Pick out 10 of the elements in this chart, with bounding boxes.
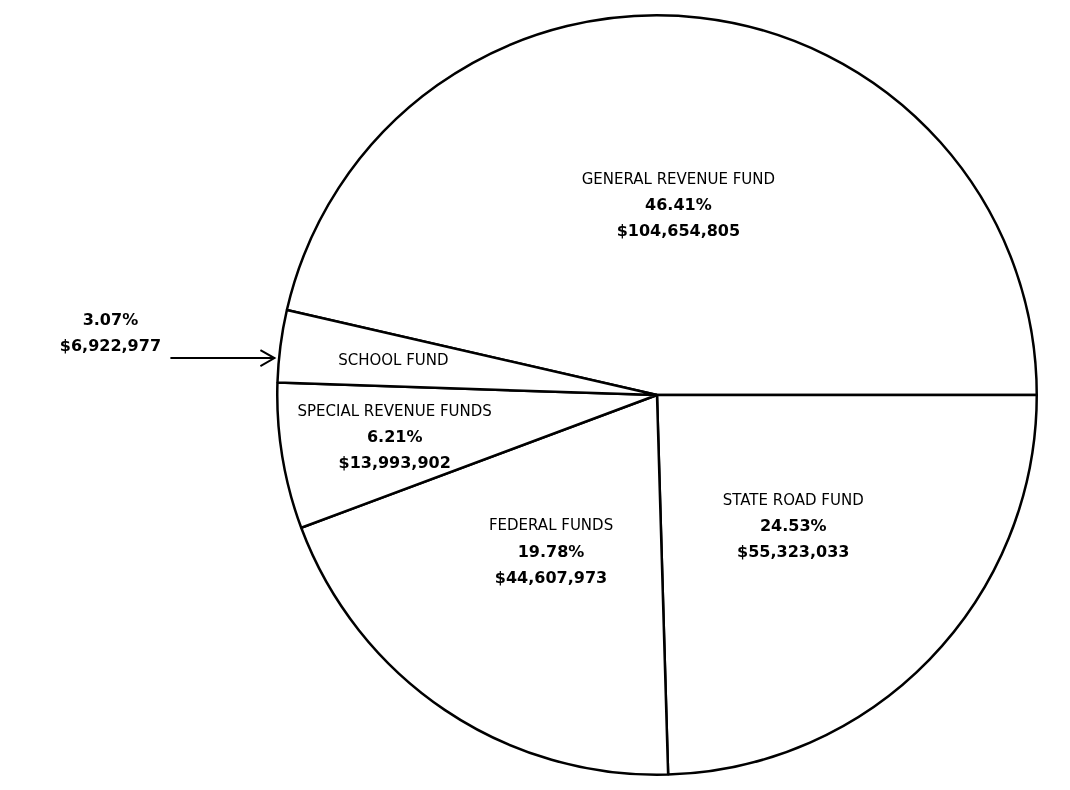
data-label: 46.41% $104,654,805 <box>616 195 741 241</box>
slice-label: SCHOOL FUND <box>338 350 449 369</box>
slice-label: GENERAL REVENUE FUND <box>581 170 776 189</box>
data-label: 19.78% $44,607,973 <box>494 541 608 587</box>
slice-label: STATE ROAD FUND <box>722 491 864 510</box>
slice-label: FEDERAL FUNDS <box>488 516 614 535</box>
slice-label: SPECIAL REVENUE FUNDS <box>297 401 492 420</box>
data-label: 6.21% $13,993,902 <box>338 427 451 473</box>
data-label: 3.07% $6,922,977 <box>59 310 162 356</box>
data-label: 24.53% $55,323,033 <box>737 516 850 562</box>
